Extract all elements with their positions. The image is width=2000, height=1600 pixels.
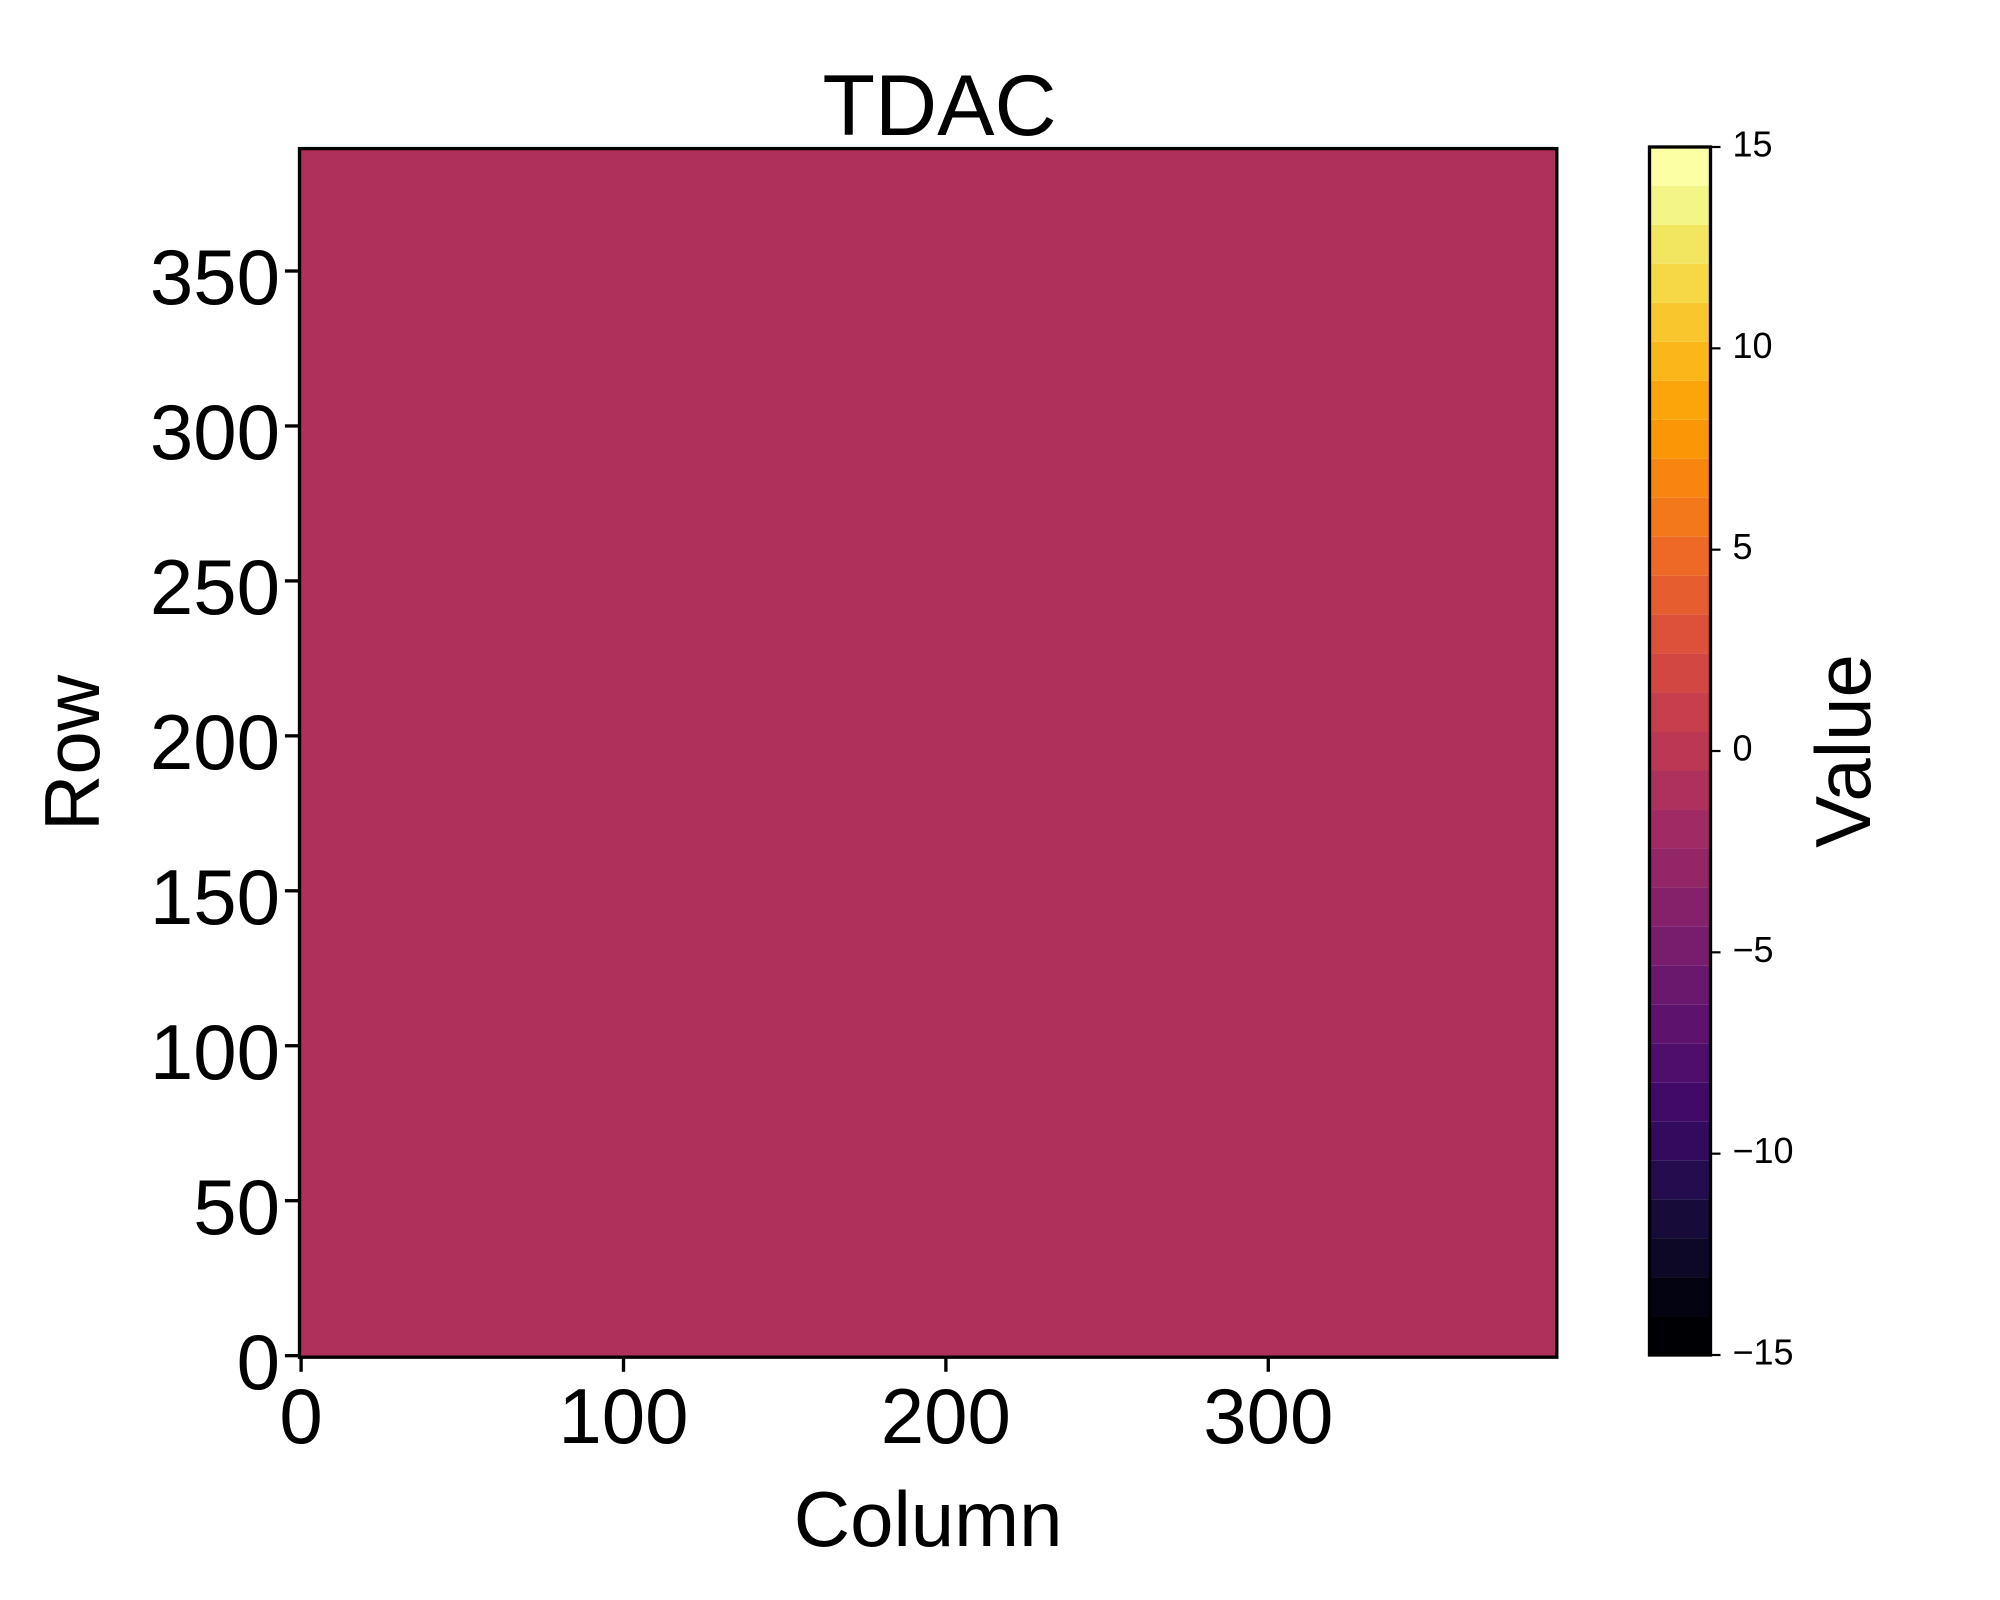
svg-text:100: 100 [558,1372,688,1460]
svg-text:50: 50 [193,1163,280,1251]
svg-text:300: 300 [1203,1372,1333,1460]
svg-text:−10: −10 [1733,1130,1794,1171]
svg-text:15: 15 [1733,124,1773,165]
svg-text:Value: Value [1799,654,1887,848]
svg-text:150: 150 [150,853,280,941]
svg-text:0: 0 [237,1318,280,1406]
svg-text:0: 0 [279,1372,322,1460]
svg-text:200: 200 [881,1372,1011,1460]
svg-text:250: 250 [150,543,280,631]
svg-text:100: 100 [150,1008,280,1096]
svg-text:300: 300 [150,388,280,476]
svg-text:350: 350 [150,233,280,321]
svg-text:200: 200 [150,698,280,786]
svg-text:Column: Column [794,1475,1063,1563]
svg-text:Row: Row [28,674,116,831]
svg-text:−5: −5 [1733,929,1774,970]
svg-text:−15: −15 [1733,1332,1794,1373]
svg-text:TDAC: TDAC [822,58,1056,154]
svg-text:0: 0 [1733,728,1753,769]
svg-text:5: 5 [1733,526,1753,567]
svg-text:10: 10 [1733,325,1773,366]
